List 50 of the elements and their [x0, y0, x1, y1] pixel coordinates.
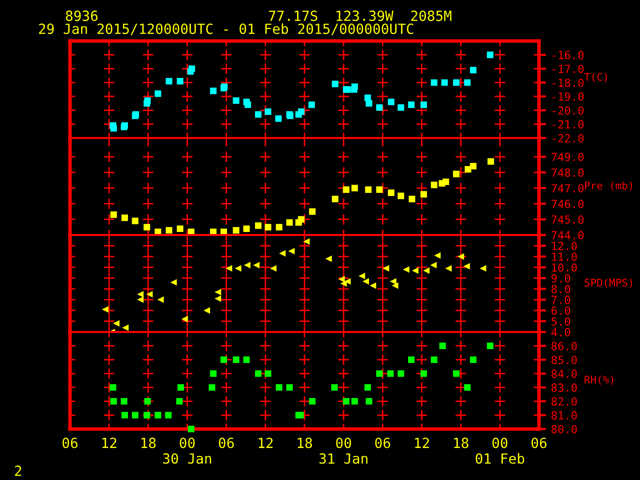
- x-tick-label: 18: [298, 438, 312, 448]
- x-tick-label: 12: [102, 438, 116, 448]
- y-tick-label: -17.0: [552, 64, 584, 74]
- y-tick-label: 6.0: [552, 306, 570, 315]
- y-tick-label: 8.0: [552, 284, 570, 294]
- y-tick-label: 81.0: [552, 411, 577, 420]
- y-tick-label: -22.0: [552, 134, 584, 142]
- y-tick-label: 10.0: [552, 263, 577, 272]
- y-tick-label: -18.0: [552, 78, 584, 87]
- x-tick-label: 06: [62, 438, 78, 448]
- y-tick-label: 745.0: [552, 215, 584, 224]
- text: 77.17S 123.39W 2085M: [268, 10, 452, 22]
- x-tick-label: 12: [415, 438, 429, 448]
- y-tick-label: -20.0: [552, 106, 584, 115]
- y-axis-title: SPD(MPS): [584, 278, 632, 288]
- y-tick-label: 85.0: [552, 356, 577, 364]
- y-tick-label: 9.0: [551, 274, 570, 283]
- y-tick-label: 12.0: [552, 242, 577, 250]
- y-tick-label: 82.0: [552, 397, 577, 406]
- x-tick-label: 18: [141, 438, 156, 448]
- y-axis-title: Pre (mb): [585, 181, 632, 191]
- y-tick-label: -21.0: [552, 120, 584, 129]
- x-tick-label: 06: [218, 438, 234, 448]
- y-tick-label: -19.0: [552, 92, 584, 101]
- y-tick-label: 746.0: [552, 200, 584, 208]
- y-tick-label: 747.0: [552, 184, 584, 192]
- y-tick-label: 744.0: [552, 231, 584, 240]
- y-tick-label: 86.0: [552, 342, 577, 350]
- y-tick-label: 7.0: [552, 296, 570, 304]
- y-tick-label: 749.0: [552, 152, 584, 162]
- x-tick-label: 06: [532, 438, 546, 448]
- y-axis-title: T(C): [584, 72, 607, 82]
- y-tick-label: 80.0: [552, 425, 577, 434]
- y-tick-label: 83.0: [552, 383, 577, 392]
- x-tick-label: 00 31 Jan: [319, 438, 368, 464]
- y-axis-title: RH(%): [584, 376, 614, 385]
- x-tick-label: 18: [454, 438, 468, 448]
- x-tick-label: 00 30 Jan: [163, 438, 212, 464]
- y-tick-label: 11.0: [552, 252, 577, 261]
- x-tick-label: 12: [258, 438, 273, 448]
- text: 2: [15, 466, 22, 476]
- x-tick-label: 00 01 Feb: [476, 438, 524, 464]
- y-tick-label: -16.0: [552, 50, 584, 60]
- x-tick-label: 06: [375, 438, 390, 448]
- y-tick-label: 4.0: [551, 328, 570, 336]
- y-tick-label: 84.0: [552, 370, 577, 378]
- chart-title: 8936: [66, 10, 98, 22]
- chart-subtitle: 29 Jan 2015/120000UTC - 01 Feb 2015/000000UTC: [39, 23, 414, 36]
- y-tick-label: 5.0: [552, 317, 570, 326]
- y-tick-label: 748.0: [552, 168, 584, 177]
